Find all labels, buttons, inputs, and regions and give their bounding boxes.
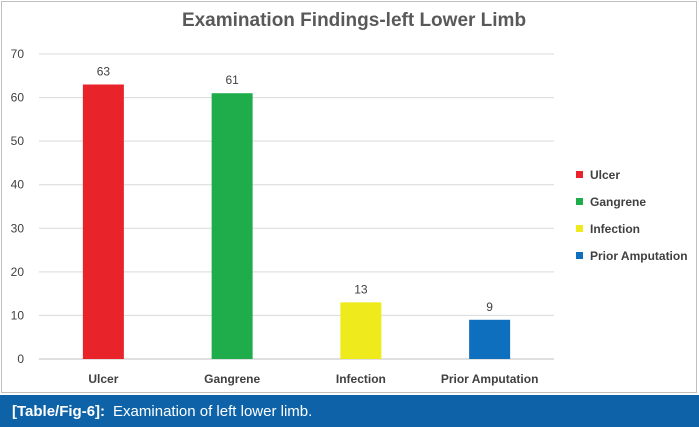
figure-caption: [Table/Fig-6]: Examination of left lower… — [0, 395, 699, 427]
legend-label: Ulcer — [590, 168, 620, 182]
bar-prior-amputation — [469, 319, 511, 359]
data-labels: 63 61 13 9 — [97, 65, 494, 314]
gridlines — [39, 53, 554, 360]
legend-label: Prior Amputation — [590, 249, 688, 263]
legend-swatch — [576, 252, 583, 259]
y-tick-label: 50 — [11, 134, 25, 148]
y-tick-label: 20 — [11, 265, 25, 279]
data-label: 63 — [97, 65, 111, 79]
data-label: 61 — [225, 73, 239, 87]
x-category-label: Gangrene — [204, 372, 260, 386]
y-tick-label: 40 — [11, 178, 25, 192]
chart-area: Examination Findings-left Lower Limb 0 10… — [1, 1, 697, 393]
y-tick-label: 60 — [11, 91, 25, 105]
legend-swatch — [576, 171, 583, 178]
y-axis-ticks: 0 10 20 30 40 50 60 70 — [11, 47, 25, 366]
legend-label: Infection — [590, 222, 640, 236]
x-category-label: Prior Amputation — [441, 372, 539, 386]
bar-infection — [340, 302, 382, 359]
y-tick-label: 0 — [17, 352, 24, 366]
y-tick-label: 70 — [11, 47, 25, 61]
y-tick-label: 30 — [11, 221, 25, 235]
x-axis-categories: Ulcer Gangrene Infection Prior Amputation — [88, 372, 538, 386]
data-label: 9 — [486, 300, 493, 314]
legend-label: Gangrene — [590, 195, 646, 209]
bar-chart: Examination Findings-left Lower Limb 0 10… — [11, 10, 688, 386]
caption-text: Examination of left lower limb. — [113, 402, 313, 420]
caption-label: [Table/Fig-6]: — [12, 402, 106, 420]
legend-swatch — [576, 225, 583, 232]
bar-ulcer — [82, 84, 124, 359]
bar-gangrene — [211, 93, 253, 359]
bars — [82, 84, 511, 359]
y-tick-label: 10 — [11, 308, 25, 322]
x-category-label: Ulcer — [88, 372, 118, 386]
x-category-label: Infection — [336, 372, 386, 386]
legend-swatch — [576, 198, 583, 205]
legend: Ulcer Gangrene Infection Prior Amputation — [576, 168, 688, 263]
data-label: 13 — [354, 282, 368, 296]
chart-title: Examination Findings-left Lower Limb — [182, 10, 526, 31]
